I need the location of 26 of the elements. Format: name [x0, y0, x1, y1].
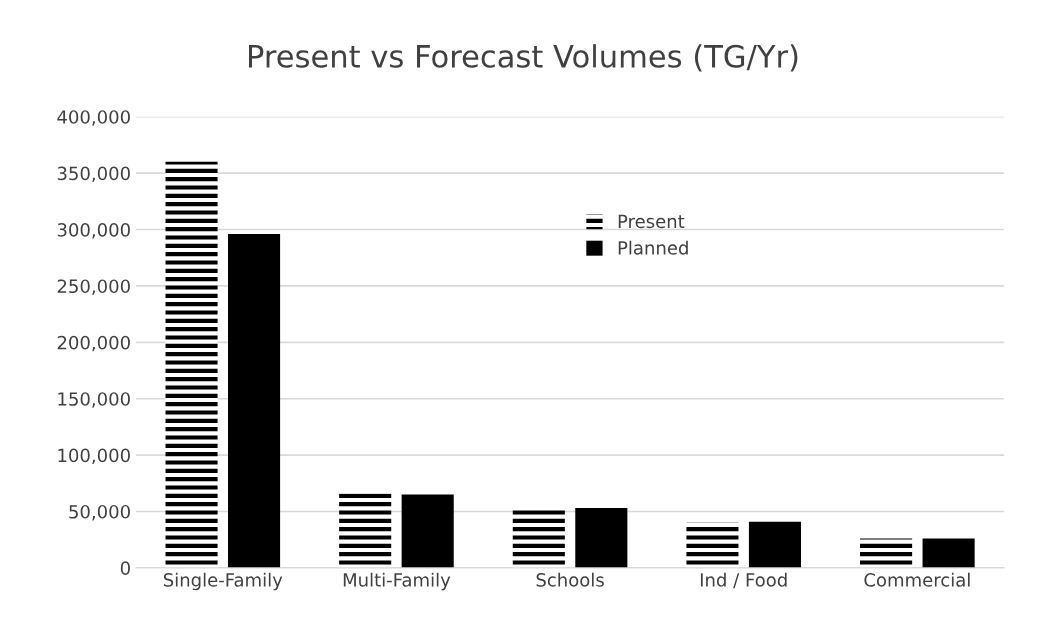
y-tick-label: 200,000 — [57, 335, 130, 352]
bar — [922, 538, 975, 568]
x-tick-label: Commercial — [864, 572, 970, 587]
bar — [748, 521, 802, 568]
bar — [401, 494, 454, 568]
x-tick-label: Multi-Family — [343, 572, 451, 591]
y-tick-label: 50,000 — [69, 504, 130, 521]
bar — [686, 522, 739, 568]
bar — [165, 161, 218, 568]
x-tick-label: Single-Family — [163, 572, 283, 591]
y-tick-label: 150,000 — [58, 392, 130, 408]
y-tick-label: 350,000 — [57, 166, 130, 183]
bar — [339, 493, 392, 568]
y-tick-label: 100,000 — [58, 448, 130, 465]
bar — [860, 538, 913, 568]
x-tick-label: Ind / Food — [700, 572, 787, 589]
y-tick-label: 250,000 — [57, 279, 130, 295]
legend-label: Present — [618, 214, 685, 229]
legend-label: Planned — [618, 240, 688, 255]
chart-title: Present vs Forecast Volumes (TG/Yr) — [249, 44, 798, 72]
bar — [228, 234, 281, 568]
x-tick-label: Schools — [536, 572, 604, 587]
y-tick-label: 300,000 — [57, 222, 130, 239]
y-tick-label: 400,000 — [57, 110, 130, 126]
bar — [575, 508, 628, 568]
y-tick-label: 0 — [120, 561, 130, 576]
